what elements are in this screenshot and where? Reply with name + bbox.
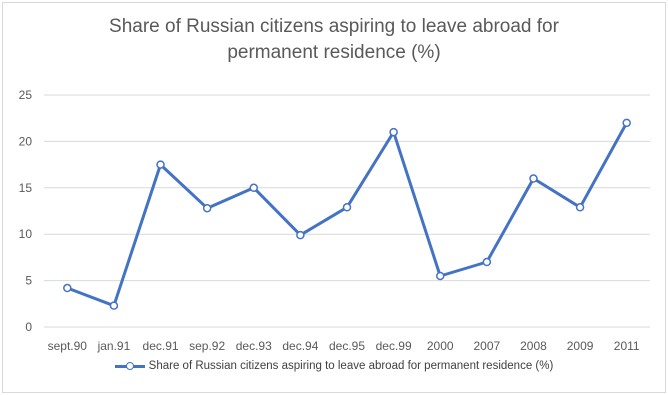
- data-point: [389, 127, 398, 137]
- x-tick-label: 2000: [427, 339, 454, 353]
- y-tick-label: 5: [25, 274, 32, 288]
- chart-title-line-2: permanent residence (%): [227, 42, 441, 63]
- x-tick-label: 2009: [567, 339, 594, 353]
- data-point: [202, 203, 212, 213]
- x-tick-label: dec.99: [376, 339, 412, 353]
- x-tick-label: 2008: [520, 339, 547, 353]
- legend-label: Share of Russian citizens aspiring to le…: [148, 360, 554, 372]
- data-point: [622, 118, 631, 128]
- data-point: [435, 271, 445, 281]
- x-tick-label: dec.94: [282, 339, 318, 353]
- x-tick-label: sep.92: [189, 339, 225, 353]
- y-tick-label: 15: [19, 181, 33, 195]
- x-tick-label: dec.91: [143, 339, 179, 353]
- x-tick-label: 2007: [473, 339, 500, 353]
- data-point: [156, 160, 165, 169]
- x-tick-label: sept.90: [48, 339, 88, 353]
- legend: Share of Russian citizens aspiring to le…: [0, 360, 668, 374]
- x-tick-label: 2011: [614, 339, 640, 353]
- chart-title-line-1: Share of Russian citizens aspiring to le…: [109, 16, 559, 37]
- data-point: [529, 174, 538, 183]
- y-tick-label: 10: [19, 227, 33, 241]
- data-point: [342, 203, 352, 212]
- x-tick-label: dec.95: [329, 339, 365, 353]
- chart-title: Share of Russian citizens aspiring to le…: [0, 14, 668, 66]
- data-point: [63, 283, 72, 293]
- data-point: [575, 203, 585, 212]
- y-tick-label: 0: [25, 320, 32, 334]
- legend-line-marker: [114, 361, 145, 371]
- x-tick-label: dec.93: [236, 339, 272, 353]
- data-point: [109, 301, 119, 310]
- data-point: [482, 257, 492, 267]
- data-point: [249, 183, 259, 193]
- y-tick-label: 20: [19, 134, 33, 148]
- series-line: [65, 121, 629, 308]
- data-point: [296, 230, 305, 240]
- y-tick-label: 25: [19, 88, 33, 102]
- x-tick-label: jan.91: [97, 339, 131, 353]
- legend-item: Share of Russian citizens aspiring to le…: [114, 360, 554, 372]
